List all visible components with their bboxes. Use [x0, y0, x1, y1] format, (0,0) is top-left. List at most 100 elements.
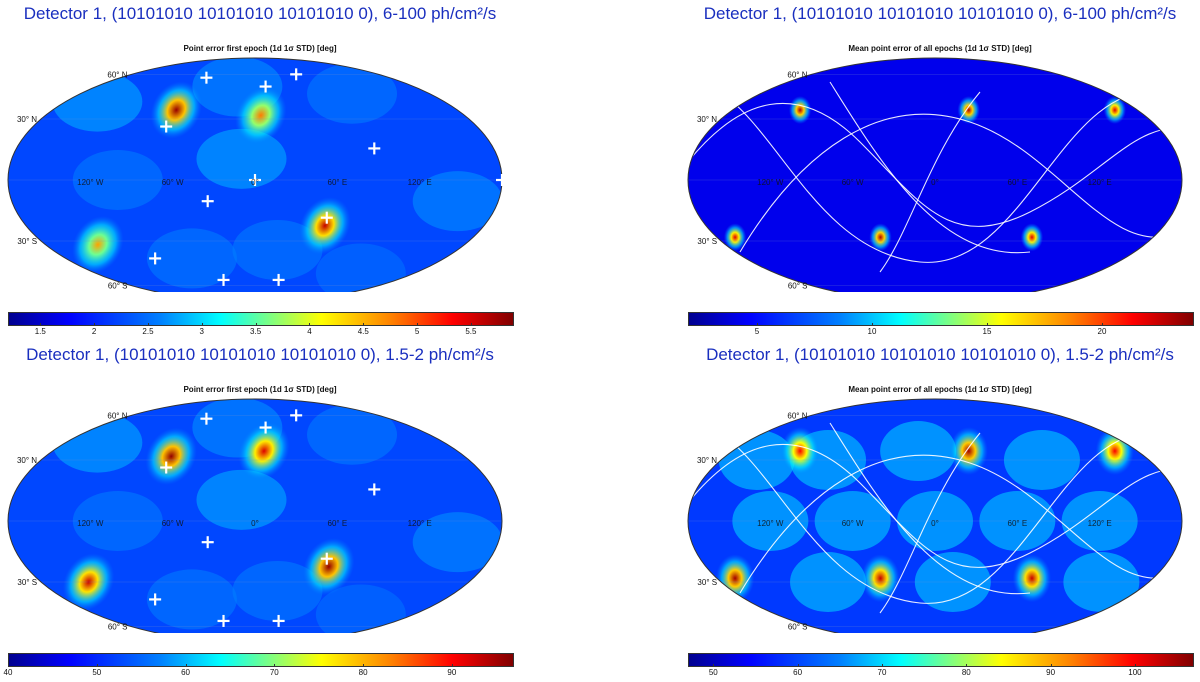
colorbar-tick-mark — [1050, 664, 1052, 667]
lon-label: 0° — [251, 519, 259, 528]
colorbar-tick-label: 1.5 — [34, 327, 46, 336]
colorbar-tick-mark — [713, 664, 715, 667]
lon-label: 60° W — [162, 178, 184, 187]
colorbar-ticks: 50 60 70 80 90 100 — [688, 664, 1194, 680]
hotspot — [788, 96, 812, 125]
source-marker — [259, 80, 272, 93]
hotspot — [150, 81, 202, 139]
lon-label: 0° — [931, 178, 939, 187]
colorbar-tick-label: 50 — [92, 668, 102, 677]
orbit-curve — [688, 102, 1182, 227]
colorbar-tick-label: 60 — [793, 668, 803, 677]
texture-blob — [412, 171, 502, 232]
colorbar-tick-label: 15 — [982, 327, 992, 336]
lon-label: 120° E — [1088, 519, 1112, 528]
colorbar-tick-label: 5 — [754, 327, 760, 336]
chart-title: Detector 1, (10101010 10101010 10101010 … — [26, 345, 494, 364]
panel-bottom-right: Detector 1, (10101010 10101010 10101010 … — [680, 341, 1200, 682]
colorbar-tick-mark — [363, 664, 365, 667]
skymap: 60° N 30° N 30° S 60° S 120° W 60° W 0° 60° E 12… — [7, 57, 508, 292]
source-marker — [320, 552, 333, 565]
colorbar-tick-mark — [274, 664, 276, 667]
colorbar-tick-mark — [96, 664, 98, 667]
source-marker — [249, 174, 261, 186]
texture-blob — [307, 63, 398, 124]
lon-label: 120° E — [408, 519, 432, 528]
lat-label: 60° N — [107, 411, 127, 420]
orbit-curve — [719, 432, 1151, 604]
lat-label: 60° S — [788, 623, 808, 632]
source-marker — [160, 461, 173, 474]
source-marker — [200, 412, 213, 425]
colorbar-tick-mark — [309, 323, 311, 326]
source-marker — [217, 614, 230, 627]
colorbar-tick-label: 3.5 — [250, 327, 262, 336]
source-marker — [290, 409, 303, 422]
hotspot — [299, 197, 351, 255]
source-marker — [496, 174, 508, 186]
hotspot — [1020, 223, 1044, 252]
source-marker — [259, 421, 272, 434]
colorbar-tick-mark — [757, 323, 758, 326]
colorbar-tick-mark — [8, 664, 9, 667]
colorbar-ticks: 5 10 15 20 — [688, 323, 1194, 339]
texture-blob — [146, 569, 237, 630]
lon-label: 60° E — [328, 519, 348, 528]
colorbar-tick-mark — [470, 323, 472, 326]
hotspot — [780, 427, 820, 476]
lat-label: 30° N — [697, 456, 717, 465]
colorbar-tick-mark — [185, 664, 187, 667]
source-marker — [272, 614, 285, 627]
source-marker — [217, 273, 230, 286]
chart-subtitle: Point error first epoch (1d 1σ STD) [deg… — [183, 385, 337, 394]
skymap: 60° N 30° N 30° S 60° S 120° W 60° W 0° 60° E 12… — [687, 398, 1183, 633]
hotspot — [1103, 96, 1127, 125]
lon-label: 60° E — [1008, 178, 1028, 187]
hotspot — [1012, 554, 1052, 603]
colorbar-ticks: 40 50 60 70 80 90 — [4, 664, 514, 680]
map-outline — [687, 57, 1183, 292]
source-marker — [149, 252, 162, 265]
skymap: 60° N 30° N 30° S 60° S 120° W 60° W 0° 60° E 12… — [7, 398, 503, 633]
colorbar-tick-label: 80 — [358, 668, 368, 677]
hotspot — [235, 86, 287, 144]
lon-label: 60° W — [842, 178, 864, 187]
lon-label: 60° W — [162, 519, 184, 528]
hotspot — [238, 422, 290, 480]
colorbar-tick-label: 70 — [269, 668, 279, 677]
lon-label: 0° — [251, 178, 259, 187]
orbit-curve — [739, 113, 1181, 253]
lat-label: 60° N — [107, 70, 127, 79]
lon-label: 120° W — [77, 519, 104, 528]
source-marker — [368, 483, 381, 496]
texture-blob — [196, 469, 287, 530]
lat-label: 30° S — [17, 237, 37, 246]
source-marker — [200, 71, 213, 84]
chart-subtitle: Mean point error of all epochs (1d 1σ ST… — [848, 385, 1032, 394]
lat-label: 30° N — [697, 115, 717, 124]
lat-label: 30° S — [17, 578, 37, 587]
colorbar-tick-mark — [987, 323, 988, 326]
orbit-curve — [688, 443, 1182, 568]
colorbar — [8, 653, 514, 667]
lon-label: 0° — [931, 519, 939, 528]
chart-subtitle: Mean point error of all epochs (1d 1σ ST… — [848, 44, 1032, 53]
colorbar-tick-label: 100 — [1128, 668, 1142, 677]
orbit-curve — [719, 91, 1151, 263]
colorbar-tick-mark — [363, 323, 365, 326]
colorbar-tick-label: 50 — [708, 668, 718, 677]
source-marker — [272, 273, 285, 286]
colorbar-tick-mark — [966, 664, 968, 667]
orbit-curve — [879, 432, 981, 614]
map-outline — [687, 398, 1183, 633]
colorbar-tick-label: 70 — [877, 668, 887, 677]
colorbar-tick-label: 5.5 — [465, 327, 477, 336]
lat-label: 60° N — [787, 70, 807, 79]
hotspot — [869, 223, 892, 252]
hotspot — [949, 427, 988, 476]
lon-label: 120° W — [757, 519, 784, 528]
source-marker — [290, 68, 303, 81]
hotspot — [72, 216, 124, 274]
lat-label: 30° S — [697, 578, 717, 587]
texture-blob — [196, 128, 287, 189]
